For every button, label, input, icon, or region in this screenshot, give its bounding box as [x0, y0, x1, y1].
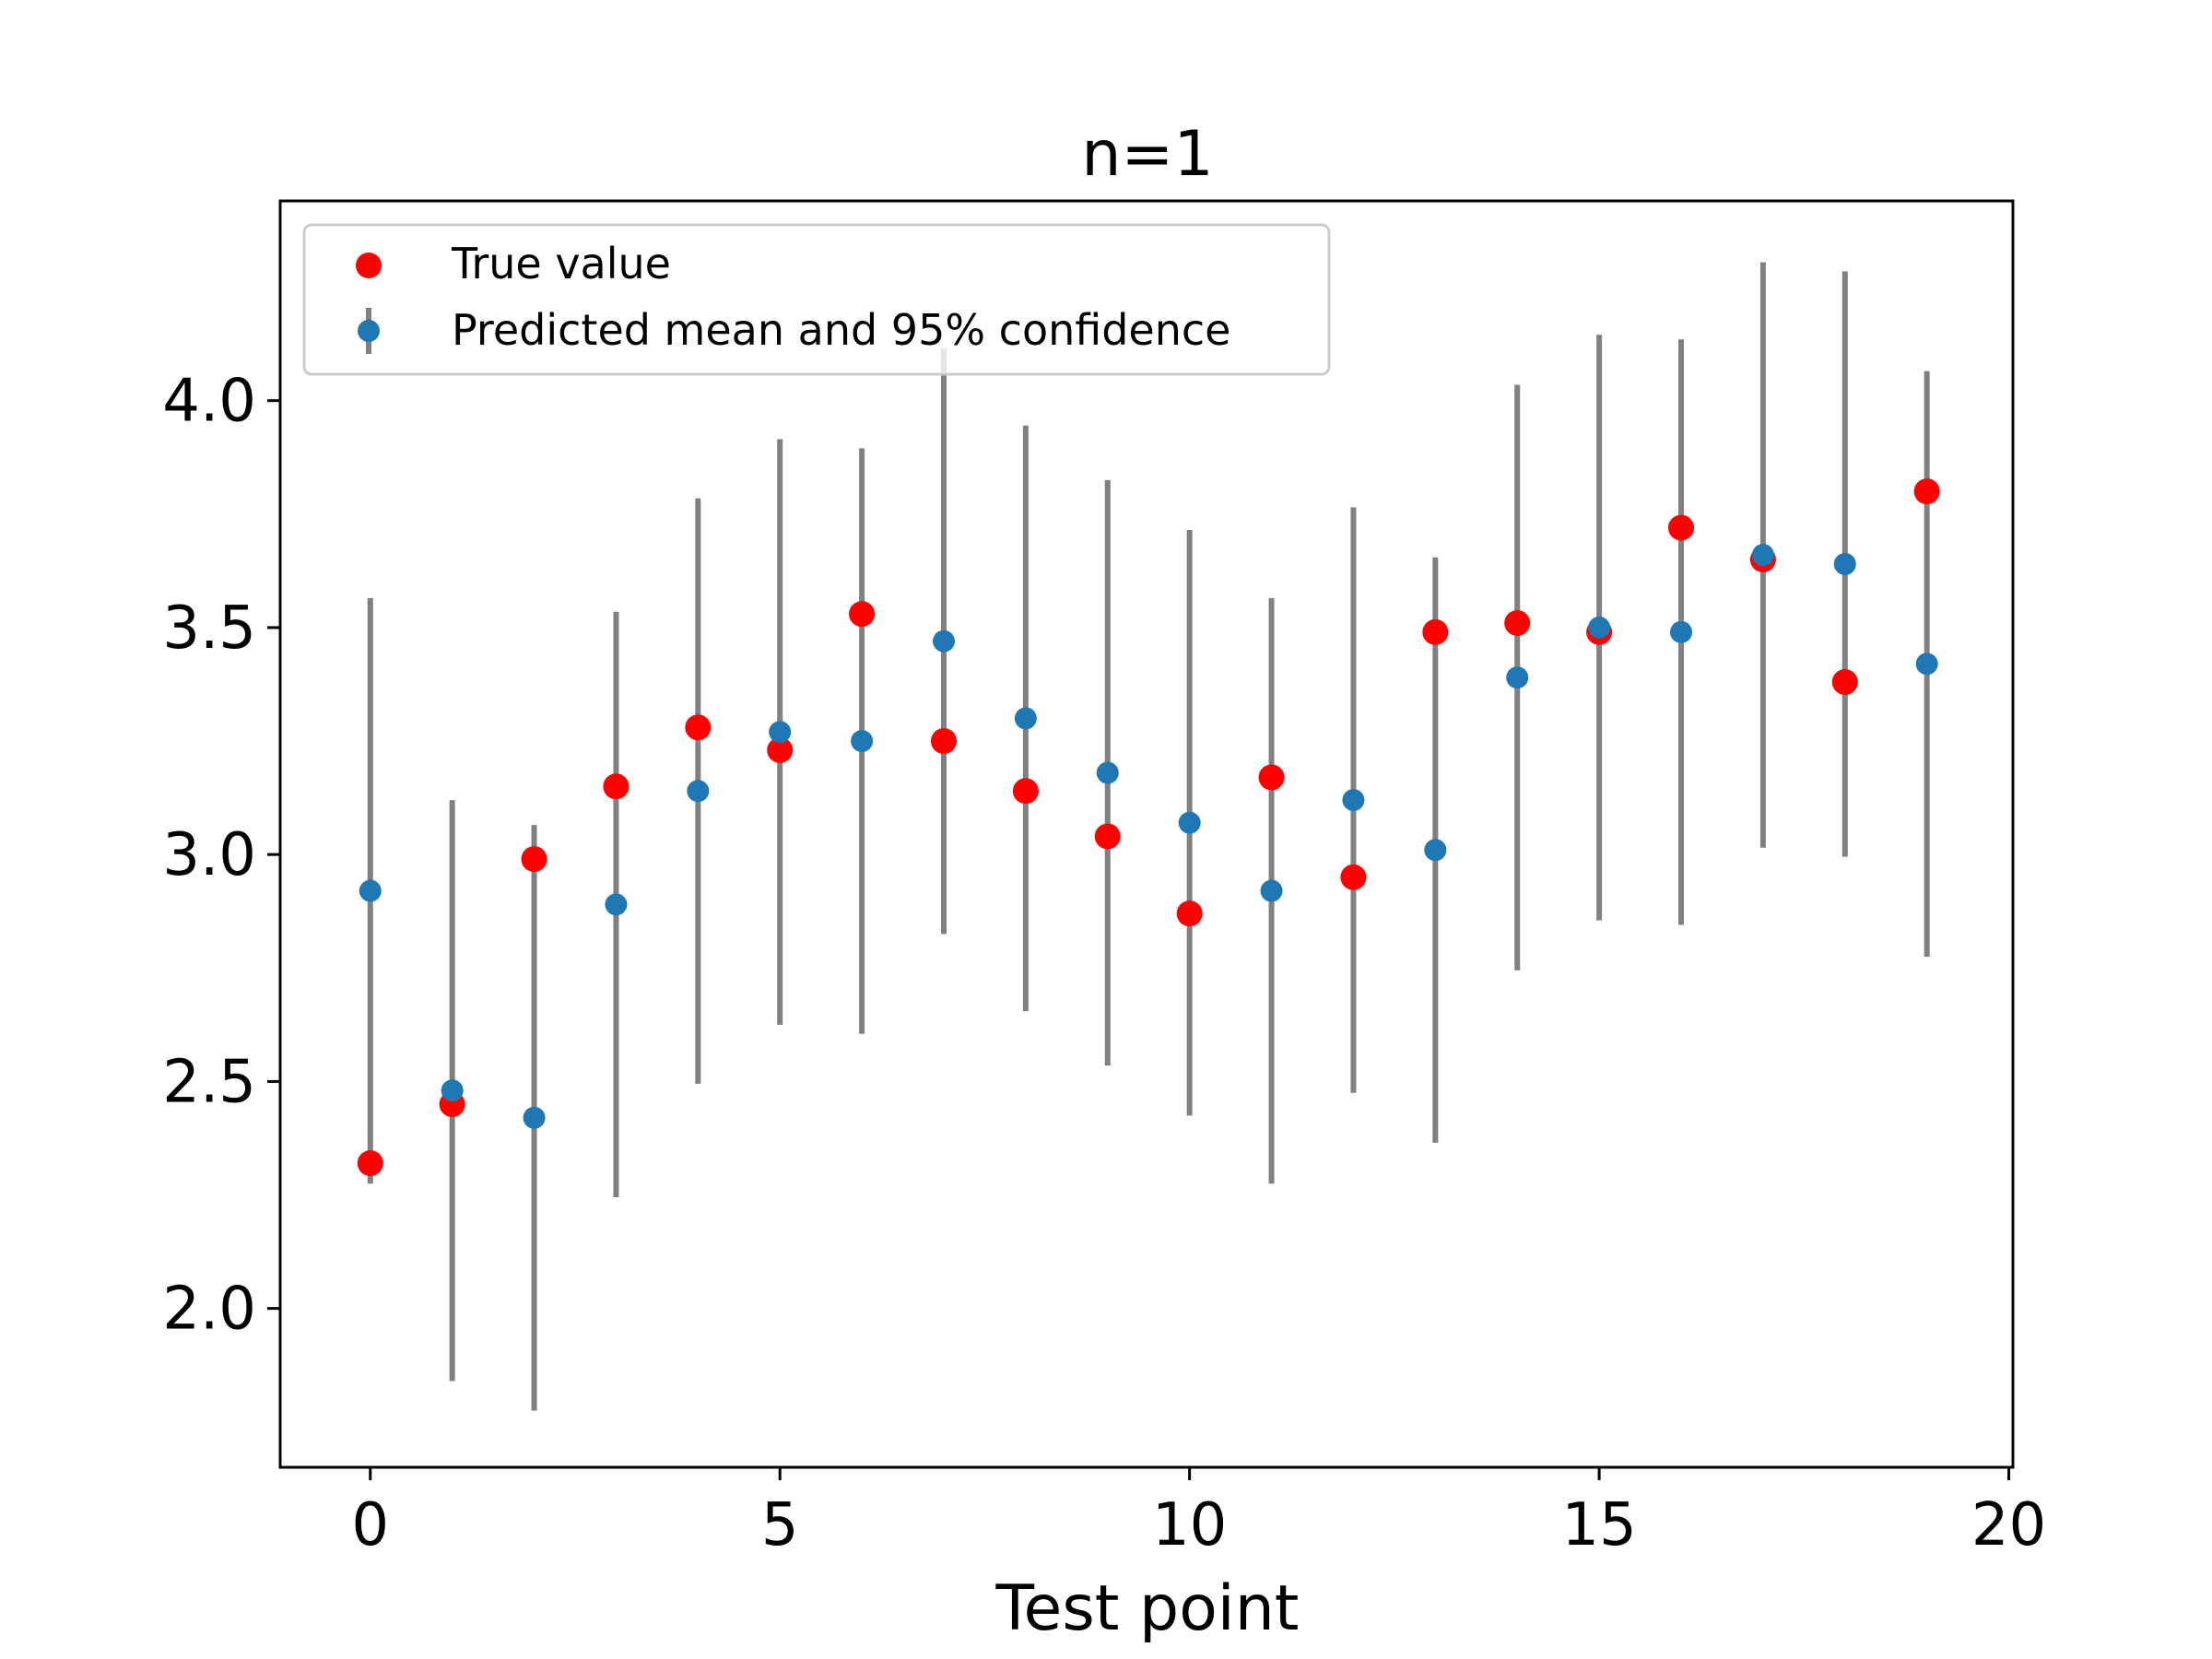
- true-value-point: [767, 736, 794, 763]
- predicted-mean-point: [1342, 789, 1365, 812]
- y-tick-label: 2.0: [162, 1276, 256, 1344]
- true-value-point: [1831, 669, 1858, 696]
- true-value-point: [1340, 864, 1367, 890]
- predicted-mean-point: [1014, 707, 1037, 730]
- chart-title: n=1: [1081, 118, 1213, 191]
- axes-frame: [278, 199, 2015, 1469]
- true-value-point: [1094, 823, 1121, 850]
- predicted-mean-points: [359, 544, 1938, 1129]
- legend-marker-true-value: [356, 253, 382, 278]
- y-tick-label: 3.0: [162, 821, 256, 889]
- true-value-point: [849, 601, 876, 628]
- x-axis-ticks: 0 5 10 15 20: [351, 1467, 2046, 1559]
- y-tick-label: 4.0: [162, 368, 256, 436]
- legend-label-predicted: Predicted mean and 95% confidence: [452, 305, 1230, 355]
- predicted-mean-point: [851, 730, 874, 753]
- predicted-mean-point: [1260, 879, 1283, 902]
- true-value-point: [685, 714, 712, 741]
- x-tick-label: 15: [1561, 1491, 1636, 1559]
- predicted-mean-point: [1915, 653, 1938, 676]
- predicted-mean-point: [1588, 616, 1611, 639]
- legend-label-true-value: True value: [451, 239, 671, 288]
- predicted-mean-point: [769, 721, 792, 744]
- y-tick-label: 3.5: [162, 594, 256, 663]
- y-axis-ticks: 2.0 2.5 3.0 3.5 4.0: [162, 368, 280, 1344]
- predicted-mean-point: [1506, 666, 1529, 689]
- true-value-point: [1913, 478, 1940, 505]
- predicted-mean-point: [605, 893, 628, 916]
- true-value-point: [357, 1150, 383, 1177]
- predicted-mean-point: [523, 1106, 546, 1129]
- true-value-point: [1422, 618, 1449, 645]
- true-value-point: [1668, 514, 1694, 541]
- legend: True value Predicted mean and 95% confid…: [302, 223, 1331, 376]
- x-tick-label: 5: [761, 1491, 799, 1559]
- true-value-point: [1504, 610, 1531, 636]
- predicted-mean-point: [687, 780, 710, 803]
- plot-area: 0 5 10 15 20 2.0 2.5 3.0 3.5 4.0: [162, 199, 2046, 1559]
- true-value-point: [931, 728, 957, 755]
- x-tick-label: 10: [1152, 1491, 1227, 1559]
- legend-box: [302, 223, 1331, 376]
- predicted-mean-point: [359, 879, 382, 902]
- predicted-mean-point: [933, 629, 955, 653]
- x-tick-label: 20: [1971, 1491, 2046, 1559]
- true-value-point: [1176, 900, 1203, 927]
- predicted-mean-point: [1096, 761, 1119, 784]
- predicted-mean-point: [1424, 839, 1447, 862]
- true-value-point: [1258, 764, 1285, 791]
- x-axis-label: Test point: [995, 1572, 1300, 1645]
- predicted-mean-point: [1833, 552, 1856, 575]
- predicted-mean-point: [441, 1079, 464, 1102]
- predicted-mean-point: [1178, 811, 1201, 834]
- predicted-mean-point: [1751, 544, 1774, 567]
- x-tick-label: 0: [351, 1491, 389, 1559]
- predicted-mean-point: [1670, 620, 1692, 643]
- true-value-point: [603, 773, 629, 800]
- true-value-point: [1012, 778, 1039, 805]
- true-value-point: [521, 846, 547, 873]
- legend-marker-predicted: [358, 320, 380, 342]
- y-tick-label: 2.5: [162, 1048, 256, 1116]
- true-value-points: [357, 478, 1940, 1177]
